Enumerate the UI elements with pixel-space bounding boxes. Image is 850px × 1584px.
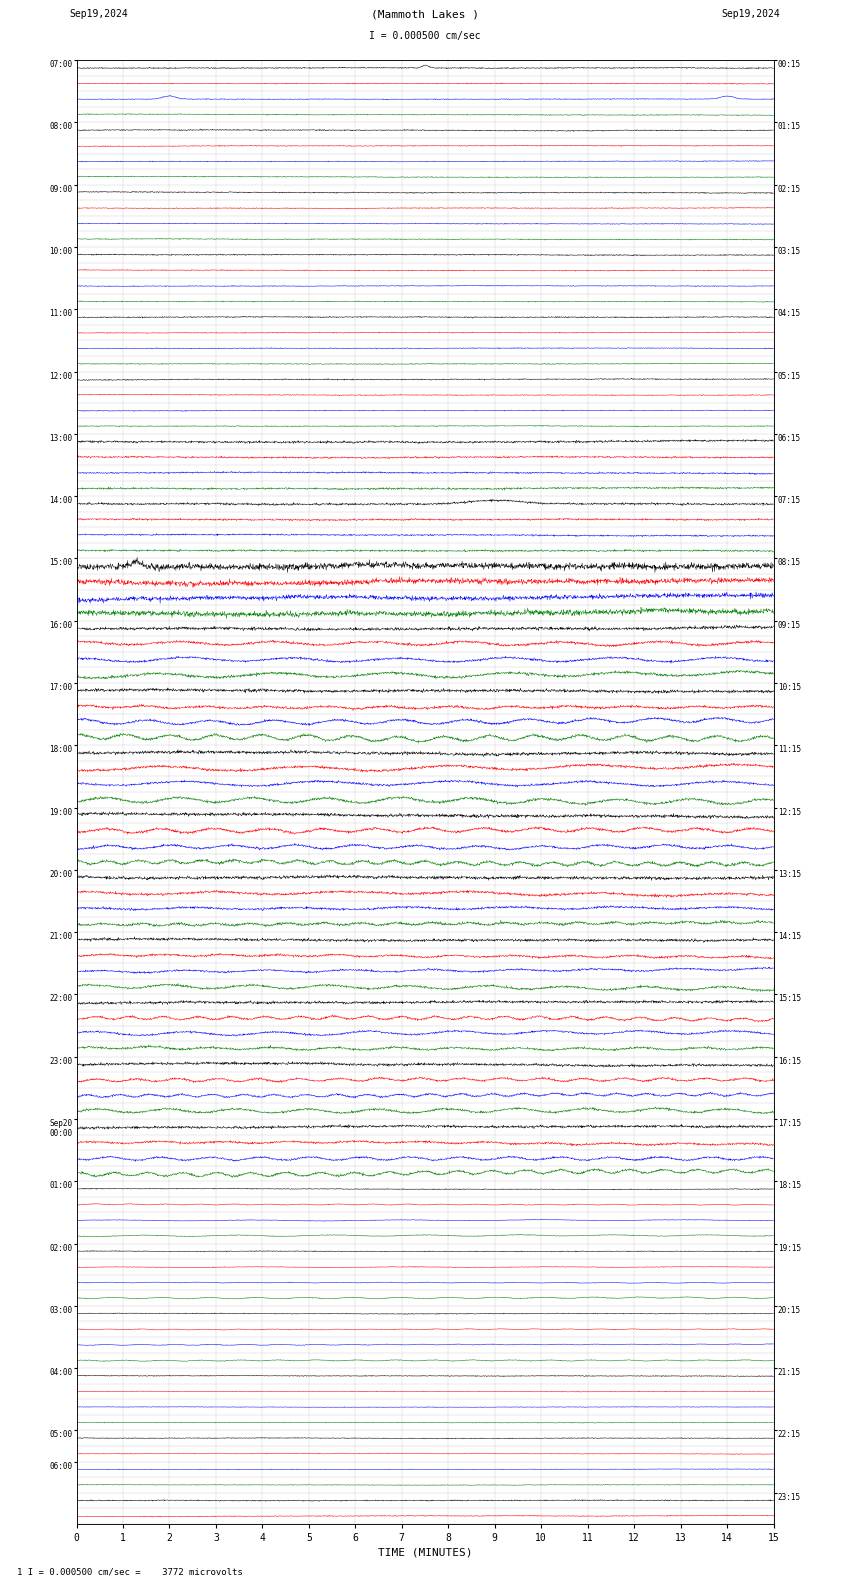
Text: Sep19,2024: Sep19,2024: [722, 10, 780, 19]
X-axis label: TIME (MINUTES): TIME (MINUTES): [377, 1548, 473, 1557]
Text: 1 I = 0.000500 cm/sec =    3772 microvolts: 1 I = 0.000500 cm/sec = 3772 microvolts: [17, 1567, 243, 1576]
Text: (Mammoth Lakes ): (Mammoth Lakes ): [371, 10, 479, 19]
Text: I = 0.000500 cm/sec: I = 0.000500 cm/sec: [369, 32, 481, 41]
Text: Sep19,2024: Sep19,2024: [70, 10, 128, 19]
